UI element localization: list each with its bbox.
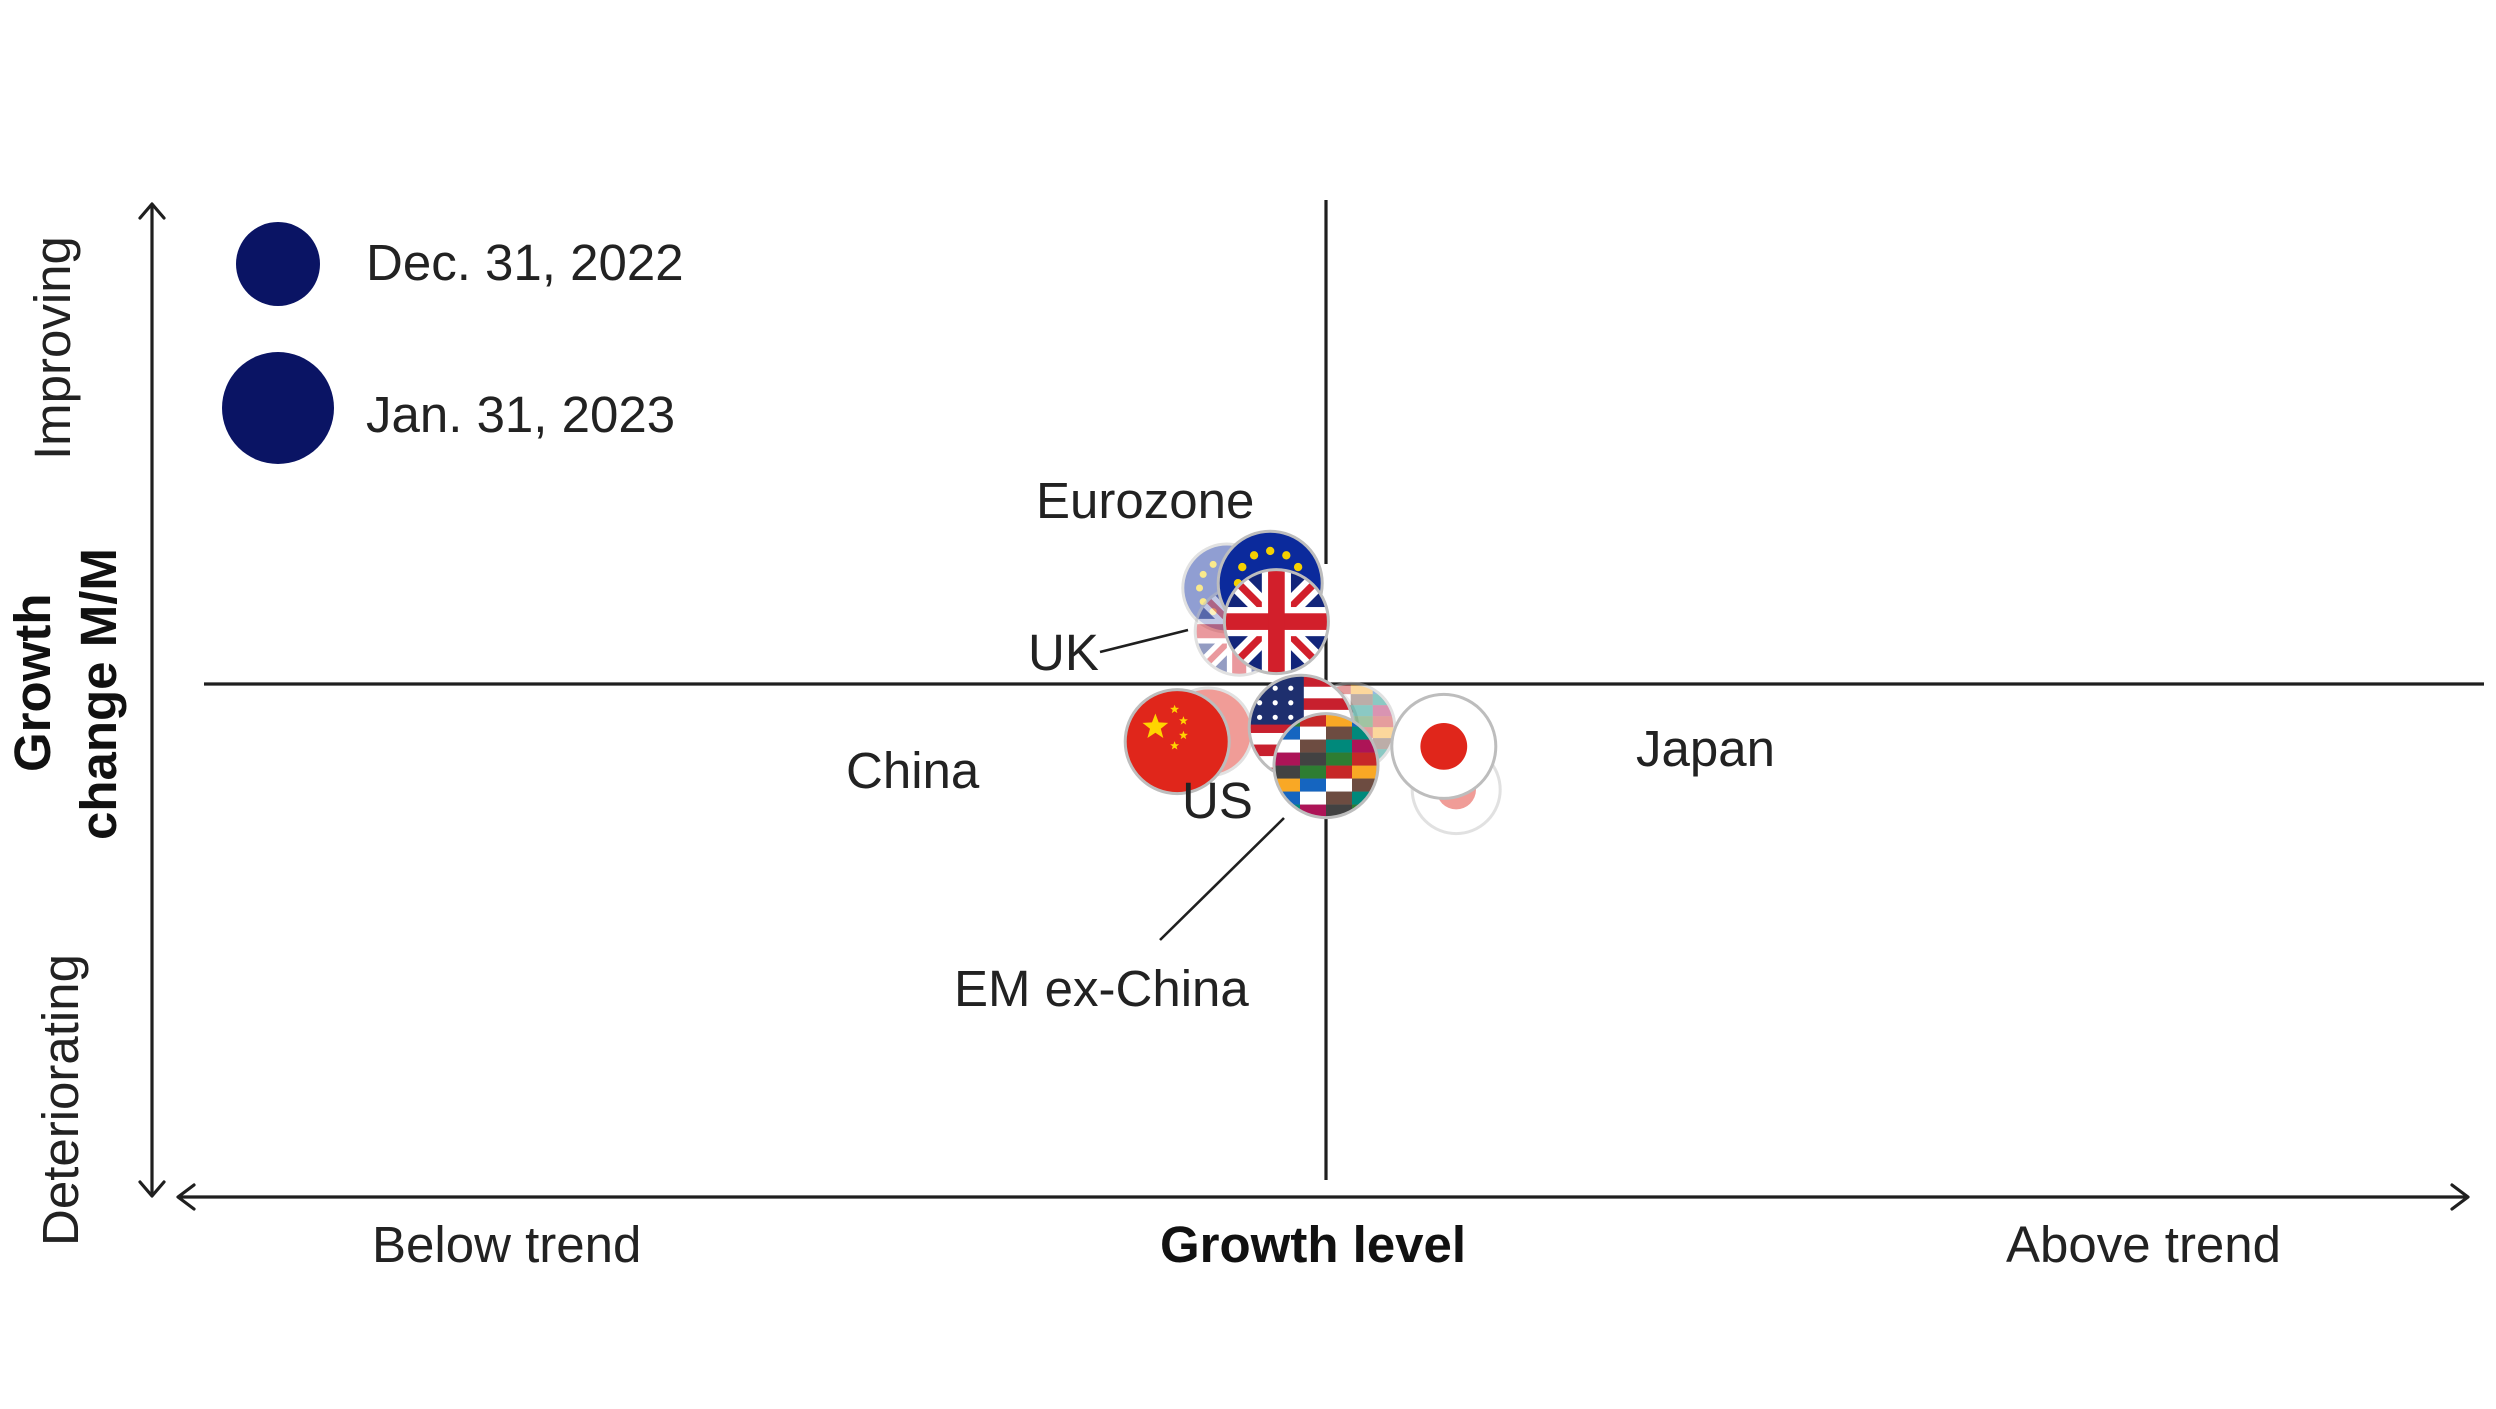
y-axis-bottom-arrow xyxy=(138,1180,166,1198)
y-axis-top-arrow xyxy=(138,202,166,220)
y-bottom-label: Deteriorating xyxy=(32,954,89,1246)
y-axis-label-line1: Growth xyxy=(4,594,61,772)
uk-leader-line xyxy=(1099,628,1189,654)
marker-china-jan-2023 xyxy=(1123,688,1231,796)
legend-label-jan-2023: Jan. 31, 2023 xyxy=(366,386,675,443)
label-us: US xyxy=(1182,772,1253,829)
y-top-label: Improving xyxy=(24,236,81,460)
label-china: China xyxy=(846,742,980,799)
em-leader-line xyxy=(1159,817,1285,941)
label-eurozone: Eurozone xyxy=(1036,472,1254,529)
legend-dot-dec-2022 xyxy=(236,222,320,306)
y-axis-label-line2: change M/M xyxy=(70,548,127,840)
x-left-label: Below trend xyxy=(372,1216,641,1273)
label-japan: Japan xyxy=(1636,720,1775,777)
x-axis-left-arrow xyxy=(176,1183,196,1211)
label-uk: UK xyxy=(1028,624,1099,681)
x-axis-label: Growth level xyxy=(1160,1216,1466,1273)
legend-label-dec-2022: Dec. 31, 2022 xyxy=(366,234,684,291)
marker-uk-jan-2023 xyxy=(1222,568,1330,676)
markers-layer xyxy=(1123,529,1502,836)
marker-japan-jan-2023 xyxy=(1390,692,1498,800)
label-em-ex-china: EM ex-China xyxy=(954,960,1249,1017)
x-right-label: Above trend xyxy=(2006,1216,2281,1273)
marker-em-ex-china-jan-2023 xyxy=(1272,712,1380,820)
x-axis-right-arrow xyxy=(2450,1183,2470,1211)
legend-dot-jan-2023 xyxy=(222,352,334,464)
